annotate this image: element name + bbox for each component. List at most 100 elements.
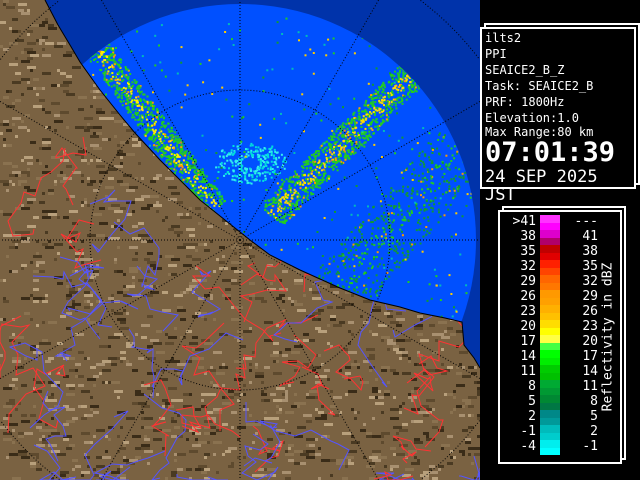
- echo-cell: [316, 179, 319, 182]
- echo-cell: [393, 262, 396, 264]
- echo-cell: [202, 179, 204, 182]
- radar-ppi-map[interactable]: [0, 0, 480, 480]
- echo-cell: [414, 243, 417, 246]
- echo-cell: [419, 163, 422, 166]
- echo-cell: [162, 152, 165, 155]
- echo-cell: [145, 113, 147, 116]
- echo-cell: [398, 206, 401, 209]
- echo-cell: [447, 144, 450, 147]
- echo-cell: [182, 154, 185, 157]
- legend-low-label: 29: [520, 274, 536, 289]
- echo-cell: [230, 160, 233, 163]
- echo-cell: [398, 189, 401, 192]
- echo-cell: [416, 190, 419, 193]
- echo-cell: [406, 210, 409, 213]
- echo-cell: [141, 114, 144, 117]
- echo-cell: [325, 161, 327, 164]
- echo-cell: [304, 160, 307, 163]
- echo-cell: [181, 172, 184, 175]
- echo-cell: [410, 196, 413, 199]
- echo-cell: [188, 177, 191, 180]
- echo-cell: [102, 55, 105, 58]
- echo-cell: [121, 94, 123, 97]
- echo-cell: [196, 191, 198, 194]
- echo-cell: [274, 216, 277, 219]
- echo-cell: [144, 116, 147, 118]
- echo-cell: [423, 165, 426, 168]
- echo-cell: [129, 90, 132, 93]
- echo-cell: [136, 123, 139, 126]
- echo-cell: [288, 184, 291, 187]
- echo-cell: [430, 228, 433, 231]
- echo-cell: [338, 160, 341, 163]
- legend-low-label: 14: [520, 349, 536, 364]
- echo-cell: [312, 159, 314, 162]
- echo-cell: [153, 122, 156, 125]
- echo-cell: [366, 137, 369, 140]
- echo-cell: [393, 75, 396, 78]
- echo-cell: [294, 170, 297, 173]
- echo-cell: [299, 181, 302, 184]
- echo-cell: [400, 213, 403, 216]
- echo-cell: [378, 107, 381, 110]
- echo-cell: [380, 235, 383, 238]
- echo-cell: [385, 195, 387, 198]
- echo-cell: [406, 74, 408, 77]
- echo-cell: [147, 124, 149, 127]
- echo-cell: [213, 200, 216, 203]
- echo-cell: [435, 166, 438, 169]
- echo-cell: [341, 285, 344, 288]
- echo-cell: [307, 163, 310, 166]
- echo-cell: [122, 78, 125, 81]
- echo-cell: [160, 135, 163, 138]
- echo-cell: [315, 112, 318, 115]
- echo-cell: [244, 178, 247, 181]
- echo-cell: [239, 161, 242, 164]
- echo-cell: [344, 152, 347, 155]
- echo-cell: [439, 284, 442, 287]
- echo-cell: [307, 187, 309, 190]
- echo-cell: [390, 248, 393, 251]
- echo-cell: [219, 163, 222, 166]
- echo-cell: [393, 206, 396, 209]
- echo-cell: [121, 104, 124, 107]
- echo-cell: [216, 193, 219, 196]
- echo-cell: [242, 198, 245, 201]
- echo-cell: [388, 275, 391, 278]
- echo-cell: [205, 184, 208, 187]
- echo-cell: [431, 147, 433, 150]
- legend-high-label: 17: [582, 349, 598, 364]
- echo-cell: [337, 187, 340, 190]
- legend-low-label: 38: [520, 229, 536, 244]
- echo-cell: [165, 160, 168, 163]
- echo-cell: [105, 48, 108, 51]
- echo-cell: [276, 182, 279, 185]
- echo-cell: [169, 130, 172, 133]
- echo-cell: [383, 104, 385, 107]
- echo-cell: [310, 193, 313, 196]
- echo-cell: [199, 170, 202, 173]
- echo-cell: [373, 114, 376, 117]
- echo-cell: [118, 59, 120, 62]
- echo-cell: [454, 179, 457, 182]
- echo-cell: [362, 110, 365, 113]
- echo-cell: [136, 30, 139, 33]
- echo-cell: [152, 134, 155, 137]
- echo-cell: [387, 226, 390, 229]
- echo-cell: [238, 163, 241, 166]
- echo-cell: [213, 180, 216, 182]
- echo-cell: [348, 130, 351, 133]
- echo-cell: [458, 175, 461, 178]
- echo-cell: [411, 248, 414, 251]
- echo-cell: [367, 267, 370, 270]
- echo-cell: [194, 166, 197, 169]
- echo-cell: [376, 279, 379, 282]
- echo-cell: [306, 180, 309, 183]
- echo-cell: [112, 57, 115, 60]
- echo-cell: [354, 127, 357, 130]
- echo-cell: [153, 144, 156, 147]
- echo-cell: [397, 85, 400, 88]
- echo-cell: [150, 105, 153, 107]
- echo-cell: [316, 186, 319, 189]
- echo-cell: [336, 265, 339, 268]
